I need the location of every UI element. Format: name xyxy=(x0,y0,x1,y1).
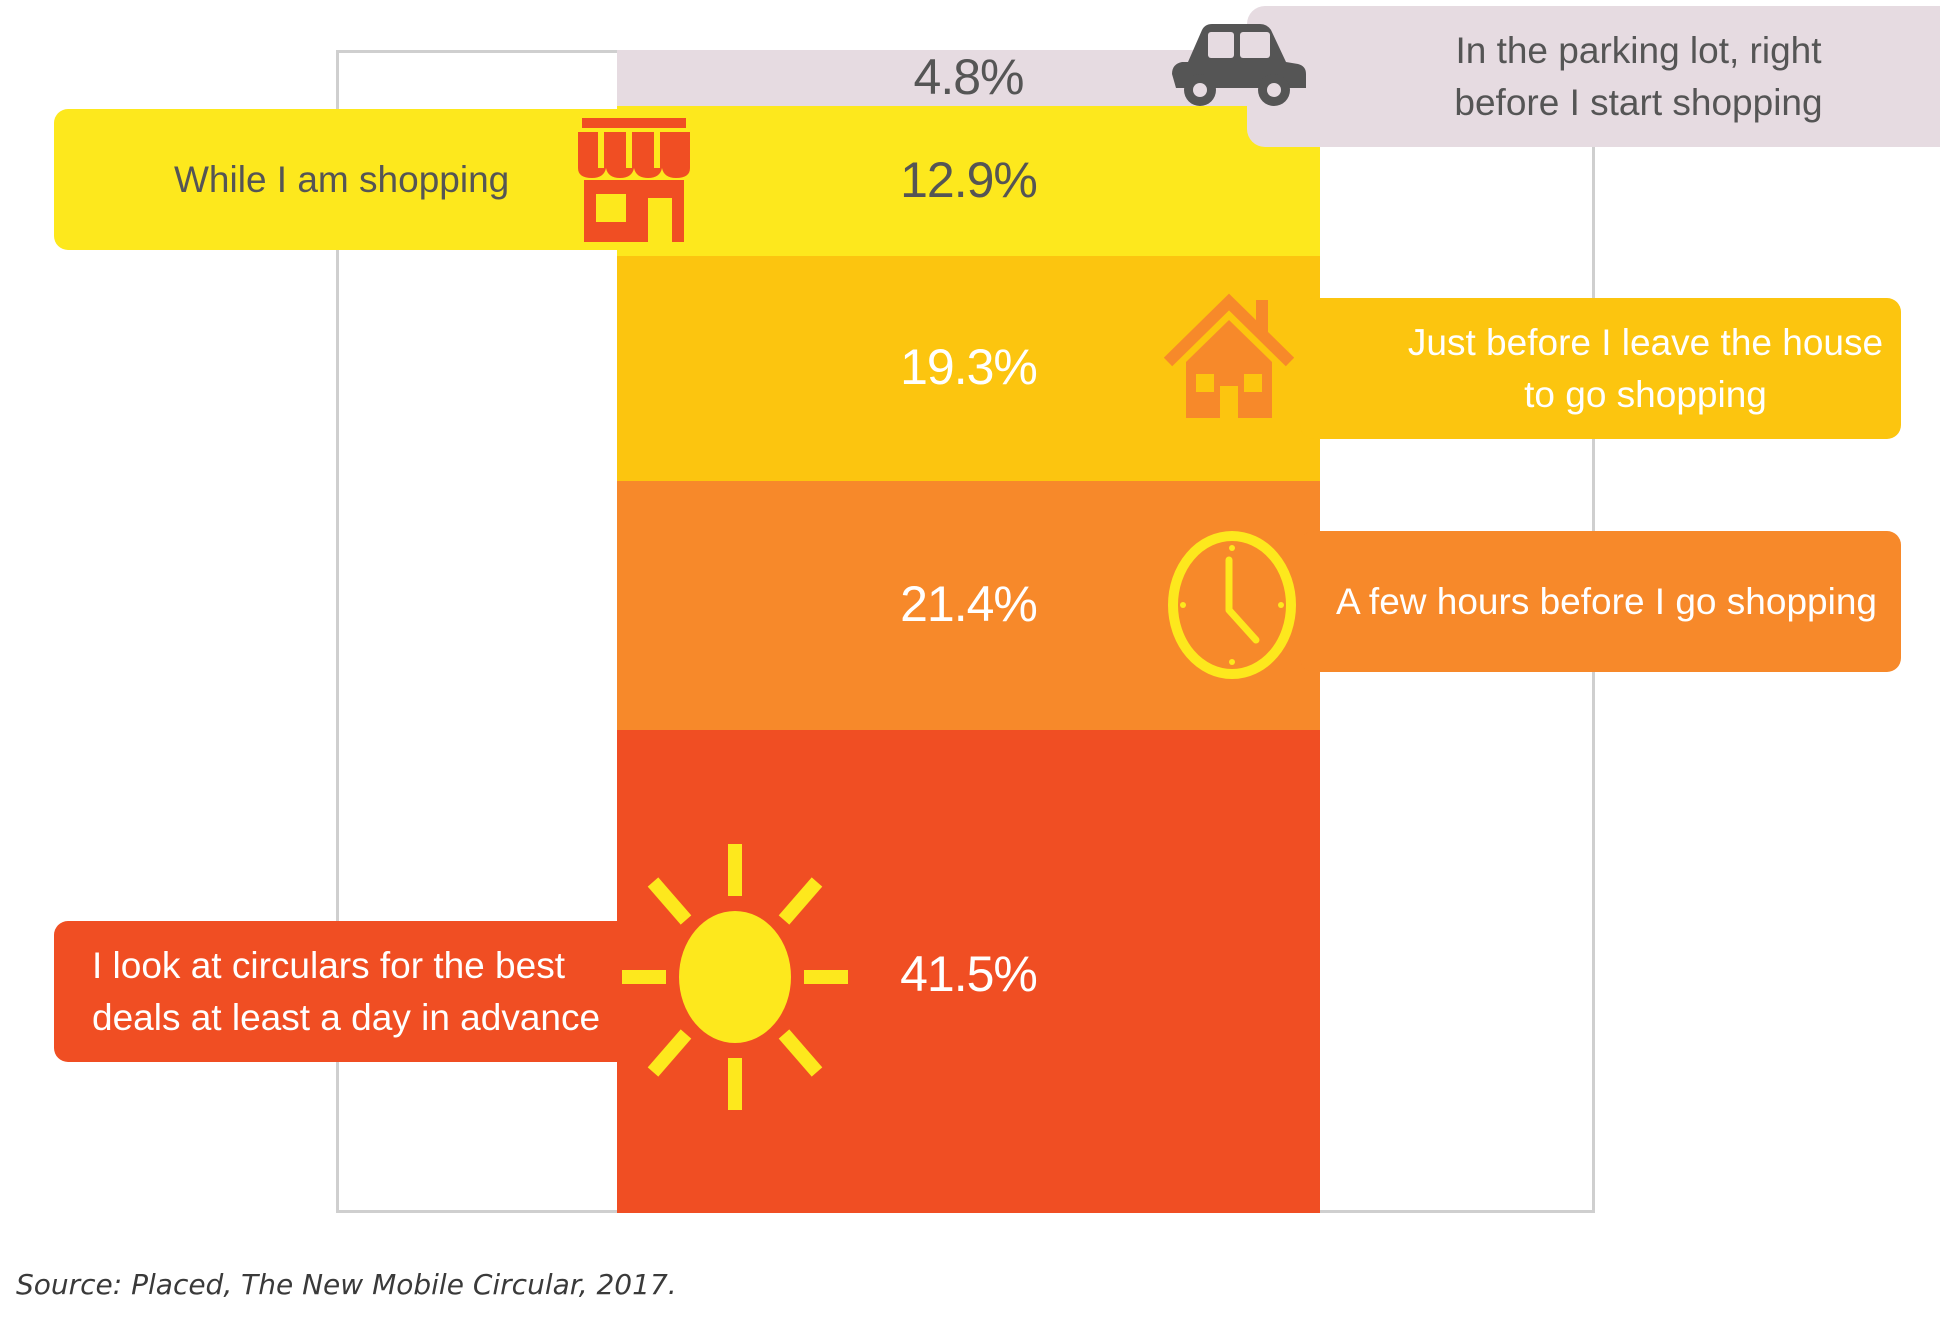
value-label: 21.4% xyxy=(900,576,1038,633)
clock-icon xyxy=(1168,531,1296,679)
house-icon xyxy=(1164,293,1294,418)
label-shopping: While I am shopping xyxy=(54,109,672,250)
label-hours: A few hours before I go shopping xyxy=(1300,531,1901,672)
label-house-line2: to go shopping xyxy=(1524,373,1767,415)
label-hours-line1: A few hours before I go shopping xyxy=(1336,580,1877,622)
storefront-icon xyxy=(578,118,690,242)
label-advance: I look at circulars for the best deals a… xyxy=(54,921,654,1062)
source-note: Source: Placed, The New Mobile Circular,… xyxy=(16,1268,677,1301)
value-label: 19.3% xyxy=(900,339,1038,396)
bar-segment xyxy=(617,480,1320,731)
label-parking-line1: In the parking lot, right xyxy=(1455,29,1822,71)
label-parking-line2: before I start shopping xyxy=(1454,81,1823,123)
label-house-line1: Just before I leave the house xyxy=(1407,321,1884,363)
value-label: 12.9% xyxy=(900,151,1038,208)
label-advance-line1: I look at circulars for the best xyxy=(92,944,565,986)
label-parking: In the parking lot, right before I start… xyxy=(1247,6,1940,147)
bar-segment xyxy=(617,105,1320,257)
value-label: 4.8% xyxy=(913,48,1025,105)
car-icon xyxy=(1172,24,1306,106)
label-advance-line2: deals at least a day in advance xyxy=(92,996,601,1038)
sun-icon xyxy=(622,844,848,1110)
label-house: Just before I leave the house to go shop… xyxy=(1300,298,1901,439)
label-shopping-line1: While I am shopping xyxy=(174,158,510,200)
value-label: 41.5% xyxy=(900,946,1038,1002)
